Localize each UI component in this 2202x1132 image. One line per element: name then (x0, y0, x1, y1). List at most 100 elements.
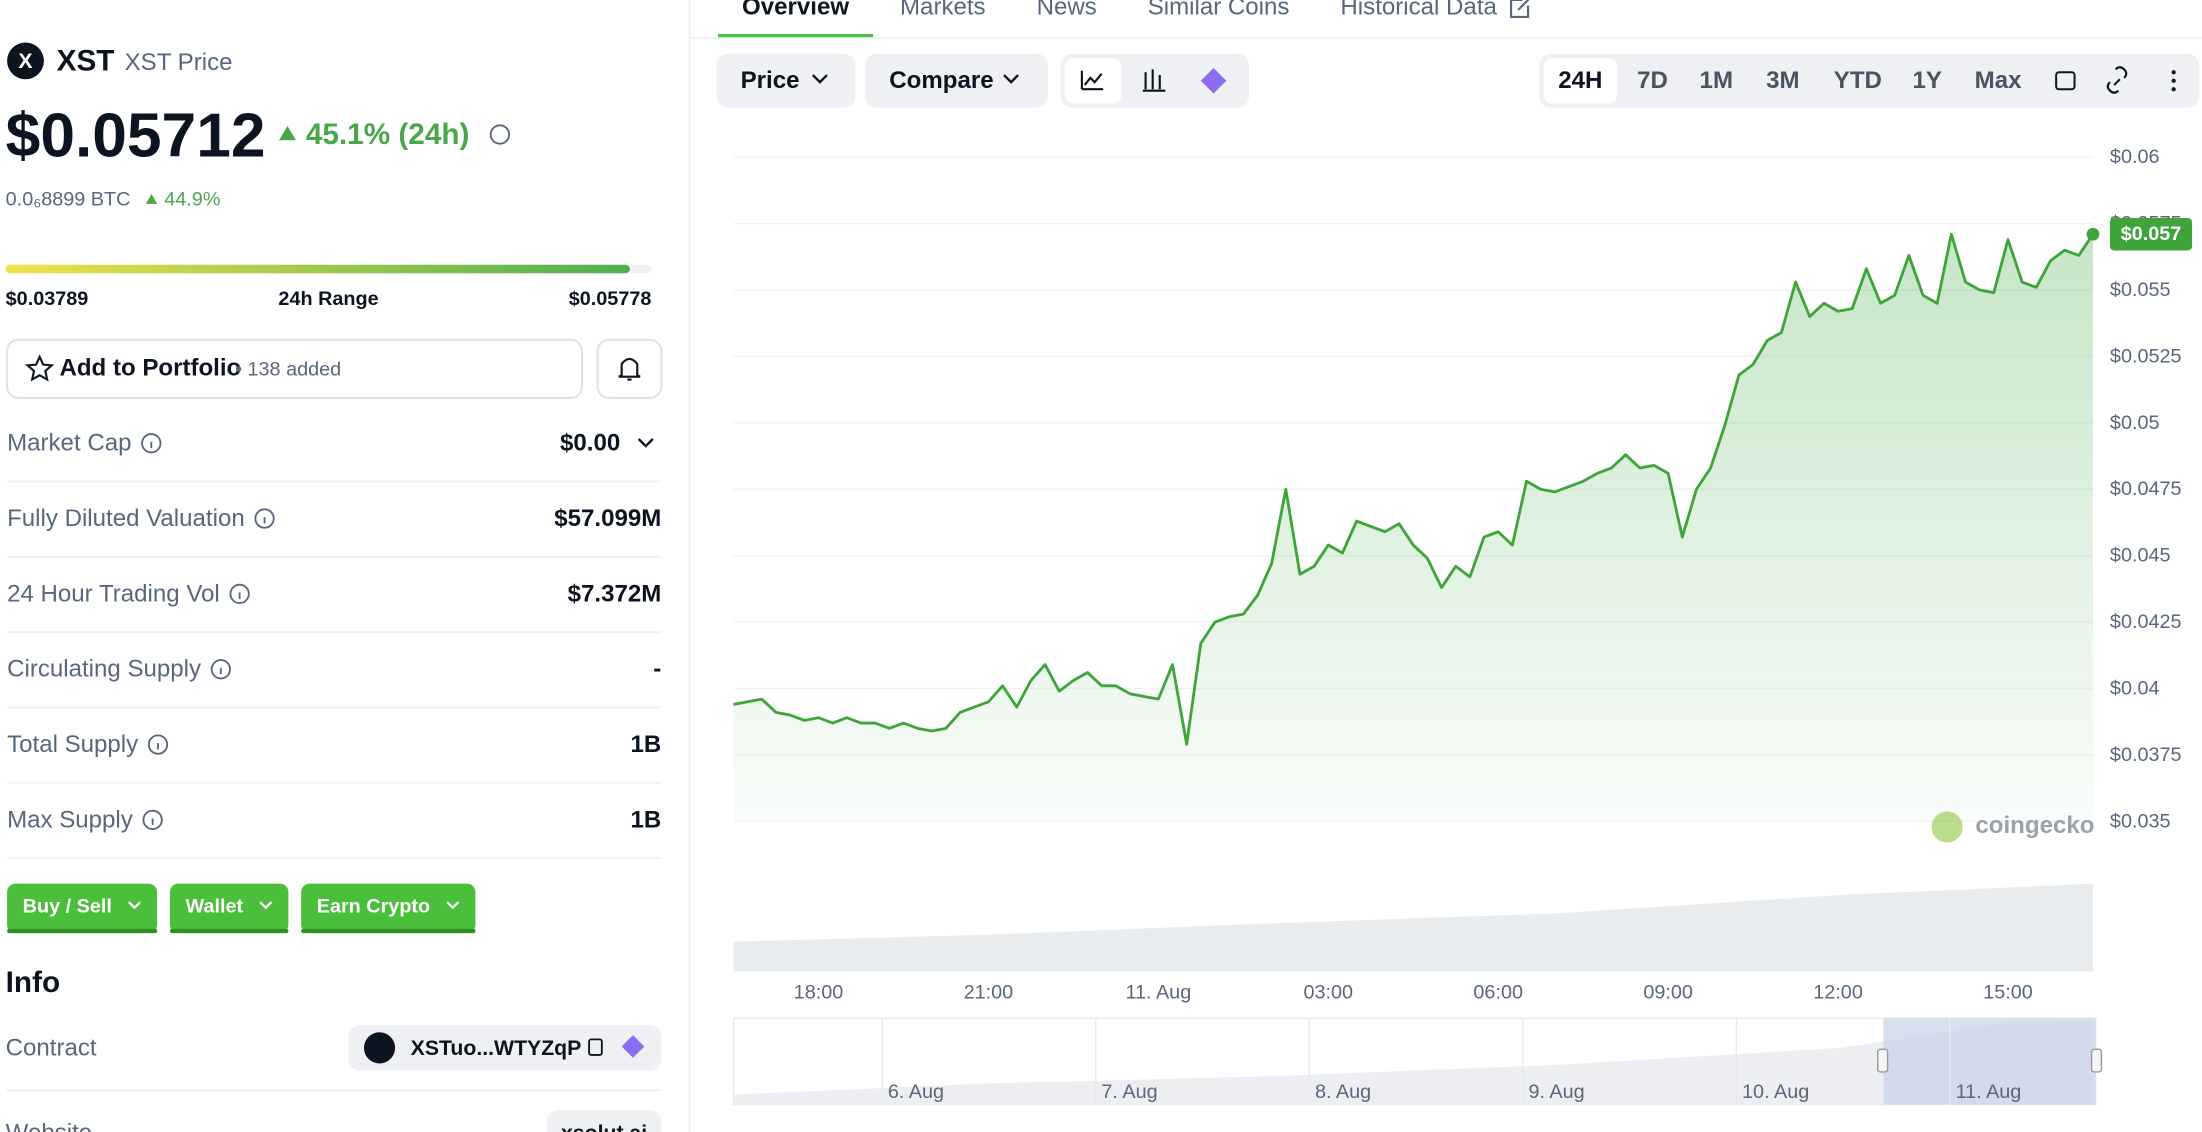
navigator-labels: 6. Aug 7. Aug 8. Aug 9. Aug 10. Aug 11. Aug (881, 1018, 2021, 1105)
action-label: Buy / Sell (23, 895, 112, 917)
logo-mark: X (18, 49, 32, 73)
range-button[interactable]: YTD (1834, 67, 1882, 94)
stat-label: Max Supply (7, 806, 133, 833)
chevron (1003, 74, 1020, 84)
website: xsolut.ai (561, 1121, 647, 1132)
navigator-label: 6. Aug (888, 1081, 944, 1103)
tab[interactable]: Markets (900, 0, 986, 21)
current-price-tag (2109, 217, 2193, 251)
navigator-selection[interactable] (1883, 1018, 2096, 1105)
y-tick-label: $0.0375 (2110, 744, 2182, 766)
dot (2171, 87, 2176, 92)
range-button[interactable]: 1Y (1913, 67, 1942, 94)
info-icon[interactable] (210, 659, 231, 680)
info-icon[interactable] (147, 734, 169, 755)
price-change: 45.1% (24h) (306, 118, 470, 151)
range-button[interactable]: 3M (1766, 67, 1799, 94)
copy-icon[interactable] (588, 1038, 603, 1056)
info-label: Website (6, 1119, 93, 1132)
watermark-logo (1931, 811, 1963, 843)
chevron (259, 901, 273, 910)
range-button[interactable]: Max (1975, 67, 2022, 94)
action-label: Earn Crypto (317, 895, 430, 917)
stat-value: - (653, 656, 661, 683)
alert-button[interactable] (596, 338, 663, 399)
tab[interactable]: Overview (742, 0, 849, 21)
range-button[interactable]: 7D (1637, 67, 1668, 94)
range-button[interactable]: 24H (1558, 67, 1602, 94)
price-chart: $0.035 $0.0375 $0.04 $0.0425 $0.045 $0.0475 $0… (733, 146, 2193, 1004)
stat-value: 1B (631, 731, 662, 758)
info-pill[interactable] (348, 1025, 662, 1071)
coin-name: XST Price (125, 49, 233, 76)
line-icon (1080, 70, 1104, 91)
info-icon[interactable] (142, 809, 163, 831)
x-tick-label: 11. Aug (1125, 982, 1191, 1004)
range-selected (1543, 58, 1618, 104)
more-icon[interactable] (2171, 70, 2176, 92)
info-title: Info (6, 966, 60, 999)
external-icon (1510, 0, 1530, 19)
up-arrow (145, 194, 158, 204)
y-tick-label: $0.04 (2110, 677, 2160, 699)
y-tick-label: $0.0425 (2110, 611, 2182, 633)
info-icon[interactable] (254, 508, 275, 529)
y-tick-label: $0.0475 (2110, 478, 2182, 500)
navigator-label: 10. Aug (1742, 1081, 1809, 1103)
range-group (1539, 53, 2200, 108)
action-label: Wallet (185, 895, 243, 917)
action-button[interactable] (169, 883, 289, 934)
volume-area (733, 883, 2093, 972)
info-icon[interactable] (141, 433, 162, 454)
compare-dropdown[interactable] (865, 53, 1048, 108)
action-button[interactable] (301, 883, 476, 934)
x-tick-label: 15:00 (1983, 982, 2033, 1004)
candle-icon[interactable] (1142, 69, 1166, 92)
range-label: 24h Range (278, 288, 378, 310)
price-dropdown[interactable] (716, 53, 856, 108)
stat-label: 24 Hour Trading Vol (7, 580, 220, 607)
info-pill[interactable] (546, 1110, 662, 1132)
current-price-label: $0.057 (2121, 223, 2182, 245)
y-tick-label: $0.06 (2110, 146, 2160, 168)
portfolio-label: Add to Portfolio (59, 355, 241, 382)
y-tick-label: $0.035 (2110, 810, 2171, 832)
action-button[interactable] (7, 883, 158, 934)
price-dropdown-label: Price (741, 67, 800, 94)
tabs: Overview Markets News Similar Coins Historic… (717, 0, 1530, 39)
tab[interactable]: Similar Coins (1148, 0, 1290, 21)
info-label: Contract (6, 1034, 97, 1061)
navigator-area (733, 1019, 2093, 1105)
info-icon[interactable] (489, 124, 511, 145)
navigator-handle[interactable] (2090, 1048, 2103, 1073)
button-shadow (169, 928, 289, 934)
stat-label: Total Supply (7, 731, 138, 758)
last-point (2086, 227, 2100, 241)
y-tick-label: $0.0525 (2110, 345, 2182, 367)
info-icon[interactable] (229, 583, 250, 605)
link-icon[interactable] (2106, 66, 2128, 94)
chevron[interactable] (637, 438, 654, 448)
tab[interactable]: Historical Data (1340, 0, 1497, 21)
y-tick-label: $0.05 (2110, 412, 2160, 434)
price: $0.05712 (6, 101, 266, 170)
dot (2171, 78, 2176, 83)
watermark: coingecko (1975, 812, 2094, 839)
btc-price: 0.0₆8899 BTC (6, 189, 131, 211)
ai-icon[interactable] (1200, 67, 1227, 94)
up-arrow (278, 126, 296, 141)
x-tick-label: 18:00 (794, 982, 844, 1004)
range-low: $0.03789 (6, 288, 89, 310)
x-tick-label: 06:00 (1473, 982, 1523, 1004)
tab[interactable]: News (1037, 0, 1097, 21)
ai-icon[interactable] (621, 1035, 645, 1058)
calendar-icon[interactable] (2055, 71, 2076, 91)
navigator-handle[interactable] (1877, 1048, 1889, 1073)
range-button[interactable]: 1M (1700, 67, 1733, 94)
portfolio-button[interactable] (6, 338, 584, 399)
contract-address: XSTuo...WTYZqP (411, 1036, 582, 1060)
price-line (733, 232, 2095, 746)
chevron (128, 901, 141, 910)
x-tick-label: 12:00 (1813, 982, 1863, 1004)
